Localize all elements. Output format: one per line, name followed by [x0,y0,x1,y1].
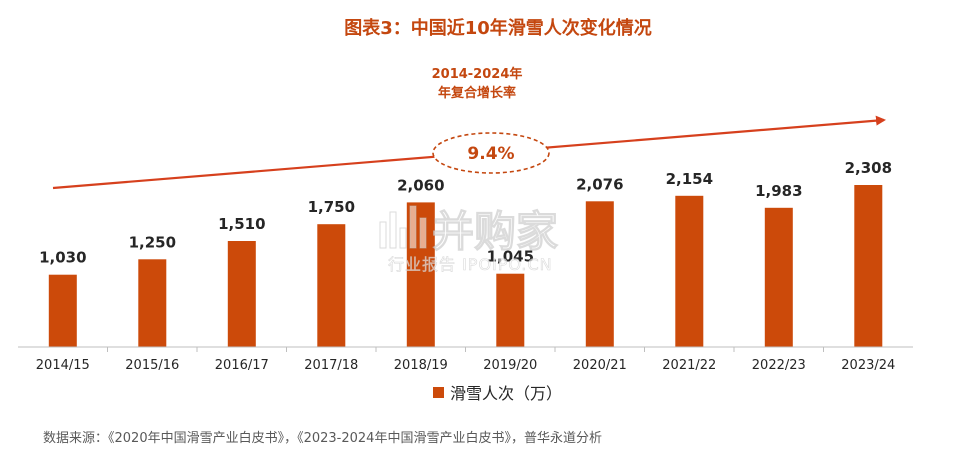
bar-value-label: 2,308 [845,159,892,177]
x-tick-label: 2019/20 [483,358,537,373]
x-tick-label: 2022/23 [752,358,806,373]
bar-value-label: 1,750 [308,198,355,216]
x-tick-label: 2020/21 [573,358,627,373]
watermark-logo-icon [379,205,427,249]
bar-value-label: 1,250 [129,233,176,251]
bar-2015-16 [138,259,167,347]
x-tick-label: 2014/15 [36,358,90,373]
x-tick-label: 2023/24 [841,358,895,373]
cagr-label-period: 2014-2024年 [432,66,523,82]
x-tick-label: 2018/19 [394,358,448,373]
bar-value-label: 2,060 [397,176,444,194]
cagr-ellipse [432,132,550,174]
watermark: 并购家 行业报告 IPOIPO.CN [379,205,559,274]
bar-2021-22 [675,195,704,347]
bar-value-label: 2,154 [666,170,713,188]
bar-value-label: 1,045 [487,248,534,266]
legend-label: 滑雪人次（万） [450,384,562,403]
bar-2016-17 [227,241,256,347]
chart-title: 图表3：中国近10年滑雪人次变化情况 [344,17,652,39]
plot-area: 1,030 2014/15 1,250 2015/16 1,510 2016/17 1,75… [36,159,896,373]
bar-2014-15 [48,274,77,347]
bar-2019-20 [496,273,525,347]
watermark-sub: 行业报告 IPOIPO.CN [388,255,553,274]
x-tick-label: 2017/18 [304,358,358,373]
x-tick-label: 2015/16 [125,358,179,373]
cagr-value: 9.4% [467,144,514,164]
bar-2023-24 [854,185,883,347]
bar-2020-21 [585,201,614,347]
bar-2022-23 [764,207,793,347]
source-note: 数据来源：《2020年中国滑雪产业白皮书》，《2023-2024年中国滑雪产业白… [43,430,602,446]
bar-value-label: 2,076 [576,175,623,193]
bar-value-label: 1,030 [39,249,86,267]
bar-value-label: 1,983 [755,182,802,200]
cagr-label-text: 年复合增长率 [438,85,516,101]
x-tick-label: 2021/22 [662,358,716,373]
bar-value-label: 1,510 [218,215,265,233]
x-tick-label: 2016/17 [215,358,269,373]
bar-2017-18 [317,224,346,347]
watermark-main: 并购家 [432,207,558,256]
legend-swatch [433,387,444,398]
